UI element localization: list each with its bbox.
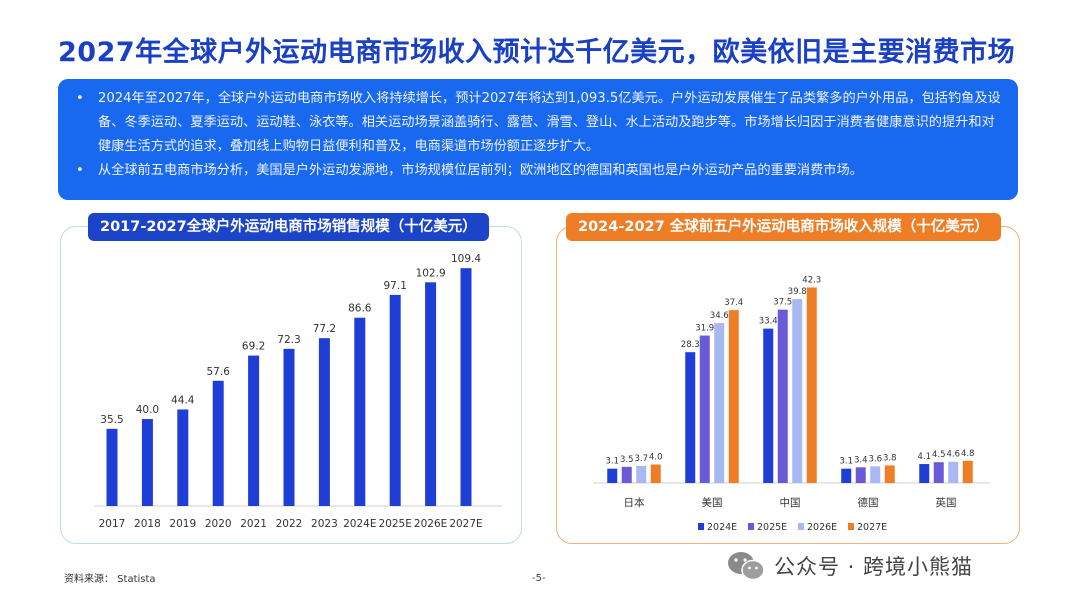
summary-banner: 2024年至2027年，全球户外运动电商市场收入将持续增长，预计2027年将达到… bbox=[58, 79, 1018, 200]
bar-value-label: 72.3 bbox=[277, 334, 300, 346]
x-tick-label: 2021 bbox=[240, 518, 267, 530]
bar-美国-2025E bbox=[699, 335, 710, 483]
bar-value-label: 57.6 bbox=[207, 366, 231, 378]
wechat-icon bbox=[728, 552, 765, 581]
bar-value-label: 69.2 bbox=[242, 341, 265, 353]
x-tick-label: 2018 bbox=[134, 518, 161, 530]
bar-日本-2024E bbox=[607, 468, 618, 483]
bar-value-label: 4.6 bbox=[946, 450, 960, 460]
bar-value-label: 33.4 bbox=[759, 317, 778, 327]
bar-中国-2025E bbox=[777, 309, 788, 483]
bar-美国-2027E bbox=[728, 310, 739, 483]
bar-value-label: 3.5 bbox=[620, 455, 634, 465]
bar-value-label: 3.1 bbox=[605, 457, 619, 467]
bar-value-label: 35.5 bbox=[100, 414, 123, 426]
bar-value-label: 44.4 bbox=[171, 394, 195, 406]
legend-label: 2024E bbox=[707, 522, 737, 533]
bar-中国-2027E bbox=[806, 287, 817, 483]
summary-bullet-1: 2024年至2027年，全球户外运动电商市场收入将持续增长，预计2027年将达到… bbox=[72, 87, 1004, 159]
x-tick-label: 中国 bbox=[780, 496, 801, 509]
legend-label: 2025E bbox=[757, 522, 787, 533]
bar-美国-2024E bbox=[685, 352, 696, 483]
page-title: 2027年全球户外运动电商市场收入预计达千亿美元，欧美依旧是主要消费市场 bbox=[58, 37, 1016, 68]
bar-2025E bbox=[389, 294, 401, 506]
left-chart-title: 2017-2027全球户外运动电商市场销售规模（十亿美元） bbox=[88, 213, 489, 241]
bar-英国-2024E bbox=[919, 464, 930, 483]
x-tick-label: 日本 bbox=[624, 496, 645, 509]
legend-swatch bbox=[798, 523, 804, 530]
bar-value-label: 3.1 bbox=[839, 457, 853, 467]
bar-英国-2027E bbox=[962, 460, 973, 483]
bar-英国-2025E bbox=[933, 462, 944, 483]
bar-value-label: 4.8 bbox=[961, 449, 975, 459]
x-tick-label: 2025E bbox=[379, 518, 412, 530]
bar-2018 bbox=[141, 419, 153, 506]
bar-value-label: 4.0 bbox=[649, 453, 663, 463]
bar-value-label: 42.3 bbox=[802, 275, 821, 285]
bar-value-label: 3.4 bbox=[854, 455, 868, 465]
bar-value-label: 39.8 bbox=[788, 287, 807, 297]
bar-value-label: 3.7 bbox=[634, 454, 648, 464]
bar-value-label: 4.5 bbox=[932, 450, 946, 460]
bar-中国-2026E bbox=[792, 299, 803, 483]
bar-value-label: 4.1 bbox=[917, 452, 931, 462]
bar-value-label: 37.4 bbox=[724, 298, 743, 308]
x-tick-label: 美国 bbox=[702, 496, 723, 509]
watermark-text: 公众号 · 跨境小熊猫 bbox=[774, 555, 974, 579]
legend-swatch bbox=[848, 523, 854, 530]
source-note: 资料来源： Statista bbox=[64, 574, 156, 585]
bar-value-label: 40.0 bbox=[136, 404, 159, 416]
bar-日本-2027E bbox=[650, 464, 661, 483]
bar-2024E bbox=[354, 317, 366, 506]
x-tick-label: 2027E bbox=[449, 518, 482, 530]
right-chart-title: 2024-2027 全球前五户外运动电商市场收入规模（十亿美元） bbox=[566, 213, 1001, 241]
bar-2022 bbox=[283, 348, 295, 506]
bar-value-label: 86.6 bbox=[348, 303, 372, 315]
bar-value-label: 34.6 bbox=[710, 311, 729, 321]
bar-德国-2024E bbox=[841, 468, 852, 483]
x-tick-label: 2024E bbox=[343, 518, 376, 530]
summary-bullet-2: 从全球前五电商市场分析，美国是户外运动发源地，市场规模位居前列；欧洲地区的德国和… bbox=[72, 159, 1004, 183]
bar-2023 bbox=[318, 338, 330, 506]
legend-label: 2026E bbox=[807, 522, 837, 533]
bar-value-label: 3.6 bbox=[868, 454, 882, 464]
bar-中国-2024E bbox=[763, 328, 774, 483]
bar-日本-2026E bbox=[636, 465, 647, 483]
bar-value-label: 37.5 bbox=[773, 298, 792, 308]
bar-value-label: 102.9 bbox=[416, 267, 446, 279]
legend-swatch bbox=[698, 523, 704, 530]
bar-2021 bbox=[248, 355, 260, 506]
page-number: -5- bbox=[532, 573, 546, 584]
bar-value-label: 3.8 bbox=[883, 453, 897, 463]
bar-2020 bbox=[212, 380, 224, 506]
bar-value-label: 77.2 bbox=[313, 323, 336, 335]
x-tick-label: 2019 bbox=[169, 518, 196, 530]
bar-美国-2026E bbox=[714, 323, 725, 483]
bar-value-label: 109.4 bbox=[451, 253, 481, 265]
watermark: 公众号 · 跨境小熊猫 bbox=[726, 546, 973, 586]
bar-2026E bbox=[425, 282, 437, 506]
x-tick-label: 2023 bbox=[311, 518, 338, 530]
x-tick-label: 2020 bbox=[205, 518, 232, 530]
bar-日本-2025E bbox=[621, 466, 632, 483]
bar-value-label: 28.3 bbox=[681, 340, 700, 350]
legend-swatch bbox=[748, 523, 754, 530]
bar-2017 bbox=[106, 428, 118, 506]
x-tick-label: 2026E bbox=[414, 518, 447, 530]
bar-德国-2027E bbox=[884, 465, 895, 483]
x-tick-label: 2017 bbox=[99, 518, 126, 530]
x-tick-label: 2022 bbox=[276, 518, 303, 530]
legend-label: 2027E bbox=[857, 522, 887, 533]
bar-德国-2026E bbox=[870, 466, 881, 483]
bar-2019 bbox=[177, 409, 189, 506]
bar-value-label: 31.9 bbox=[695, 324, 714, 334]
bar-德国-2025E bbox=[855, 467, 866, 483]
bar-value-label: 97.1 bbox=[384, 280, 407, 292]
x-tick-label: 德国 bbox=[858, 496, 879, 509]
x-tick-label: 英国 bbox=[936, 496, 957, 509]
bar-2027E bbox=[460, 268, 472, 506]
bar-英国-2026E bbox=[948, 461, 959, 483]
